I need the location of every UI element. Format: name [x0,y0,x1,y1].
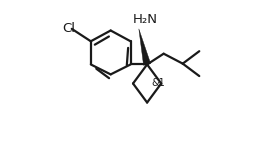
Polygon shape [139,29,151,65]
Text: Cl: Cl [62,22,75,35]
Text: H₂N: H₂N [133,13,158,26]
Text: &1: &1 [151,78,165,88]
